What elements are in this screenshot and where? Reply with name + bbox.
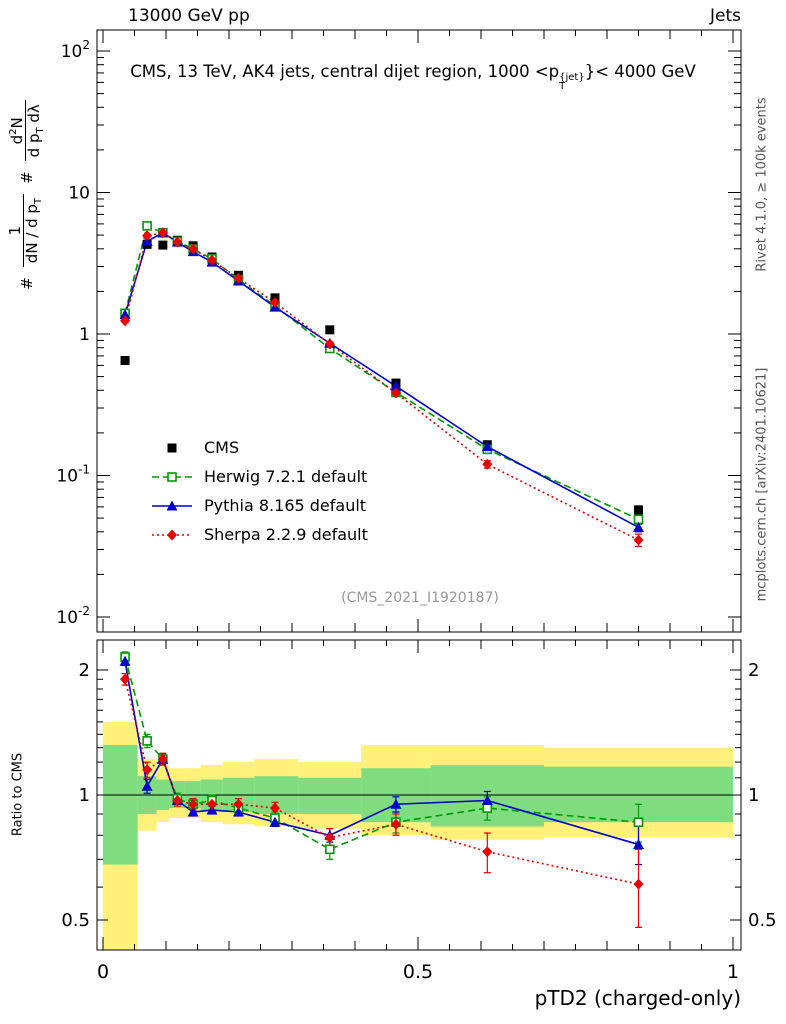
legend-label-cms: CMS bbox=[204, 438, 240, 457]
svg-text:1: 1 bbox=[727, 961, 739, 983]
svg-text:1: 1 bbox=[748, 785, 759, 806]
axes-and-ticks: 102 10 1 10-1 10-2 0 0.5 1 2 2 1 1 0.5 0.5 bbox=[56, 29, 777, 983]
svg-text:0.5: 0.5 bbox=[403, 961, 433, 983]
svg-text:1: 1 bbox=[79, 325, 90, 345]
ratio-panel bbox=[97, 651, 741, 928]
ylabel-hash-2: # bbox=[18, 171, 36, 184]
sherpa-marker-icon bbox=[152, 529, 192, 540]
x-axis-title: pTD2 (charged-only) bbox=[534, 986, 741, 1010]
svg-text:0.5: 0.5 bbox=[748, 910, 777, 931]
legend-item-herwig: Herwig 7.2.1 default bbox=[150, 462, 368, 491]
svg-text:2: 2 bbox=[748, 660, 759, 681]
legend-label-herwig: Herwig 7.2.1 default bbox=[204, 467, 368, 486]
svg-text:1: 1 bbox=[79, 785, 90, 806]
legend-item-pythia: Pythia 8.165 default bbox=[150, 491, 368, 520]
title-superscript: {jet} bbox=[559, 72, 585, 83]
markers-sherpa-ratio bbox=[120, 673, 644, 890]
svg-text:102: 102 bbox=[61, 38, 90, 62]
mcplots-credit-label: mcplots.cern.ch [arXiv:2401.10621] bbox=[754, 367, 770, 602]
legend: CMS Herwig 7.2.1 default Pythia 8.165 defa… bbox=[150, 433, 368, 549]
legend-item-sherpa: Sherpa 2.2.9 default bbox=[150, 520, 368, 549]
main-y-axis-label: # 1 dN / d pT # d2N d pT dλ bbox=[3, 35, 51, 355]
svg-text:0: 0 bbox=[97, 961, 109, 983]
ylabel-hash-1: # bbox=[18, 277, 36, 290]
svg-text:10: 10 bbox=[68, 184, 90, 204]
rivet-version-label: Rivet 4.1.0, ≥ 100k events bbox=[754, 97, 770, 272]
title-subscript: T bbox=[559, 81, 566, 92]
legend-label-pythia: Pythia 8.165 default bbox=[204, 496, 367, 515]
beam-energy-label: 13000 GeV pp bbox=[128, 6, 250, 26]
ylabel-frac1-denominator: dN / d pT bbox=[23, 197, 44, 264]
title-pt-scripts: {jet} T bbox=[559, 72, 585, 92]
ylabel-frac2-numerator: d2N bbox=[5, 100, 26, 162]
title-suffix: }< 4000 GeV bbox=[584, 62, 696, 81]
title-prefix: CMS, 13 TeV, AK4 jets, central dijet reg… bbox=[130, 62, 560, 81]
pythia-marker-icon bbox=[152, 500, 192, 510]
svg-text:10-1: 10-1 bbox=[56, 463, 90, 487]
markers-sherpa-main bbox=[120, 227, 644, 546]
analysis-id-watermark: (CMS_2021_I1920187) bbox=[341, 590, 499, 606]
herwig-marker-icon bbox=[152, 471, 192, 482]
ylabel-fraction-1: 1 dN / d pT bbox=[6, 193, 47, 268]
plot-title: CMS, 13 TeV, AK4 jets, central dijet reg… bbox=[40, 62, 786, 92]
legend-label-sherpa: Sherpa 2.2.9 default bbox=[204, 525, 368, 544]
ylabel-frac1-numerator: 1 bbox=[6, 193, 24, 268]
ylabel-frac2-denominator: d pT dλ bbox=[24, 104, 46, 158]
cms-marker-icon bbox=[167, 443, 177, 452]
svg-text:10-2: 10-2 bbox=[56, 604, 90, 628]
main-panel bbox=[119, 221, 644, 548]
ylabel-fraction-2: d2N d pT dλ bbox=[5, 100, 49, 162]
svg-text:0.5: 0.5 bbox=[61, 910, 90, 931]
legend-item-cms: CMS bbox=[150, 433, 368, 462]
ratio-y-axis-label: Ratio to CMS bbox=[10, 752, 26, 837]
svg-text:2: 2 bbox=[79, 660, 90, 681]
analysis-group-label: Jets bbox=[710, 6, 741, 26]
